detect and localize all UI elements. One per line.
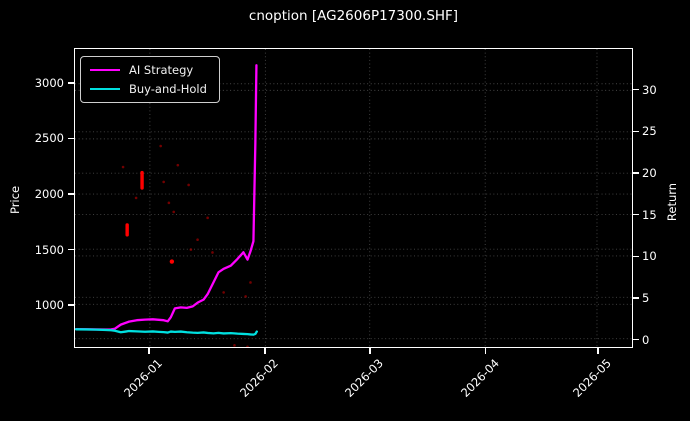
- y-tick-label-return: 5: [642, 291, 650, 305]
- y-tick-label-return: 10: [642, 249, 657, 264]
- y-tick-label-price: 1000: [34, 298, 64, 313]
- series-line-buy-and-hold: [75, 328, 258, 336]
- legend-line-sample-buy-and-hold: [90, 87, 120, 91]
- trade-marker-dot: [162, 180, 165, 184]
- y-tick-label-price: 3000: [34, 75, 64, 90]
- y-tick-right: [633, 213, 639, 216]
- y-tick-right: [633, 338, 639, 341]
- y-axis-label-return: Return: [665, 182, 679, 222]
- trade-marker-dot: [249, 281, 252, 284]
- trade-marker-dot: [169, 259, 175, 264]
- trade-marker-dot: [176, 163, 180, 167]
- y-tick-label-return: 30: [642, 82, 657, 97]
- trade-marker-dot: [206, 216, 209, 220]
- trade-marker-dot: [244, 295, 247, 298]
- y-tick-label-return: 20: [642, 166, 657, 180]
- x-tick-label: 2026-02: [237, 356, 281, 400]
- trade-marker-dot: [172, 210, 176, 214]
- trade-marker-dot: [246, 345, 249, 347]
- x-tick-label: 2026-05: [569, 356, 614, 400]
- y-tick-right: [633, 297, 639, 299]
- y-tick-left: [68, 248, 74, 251]
- x-tick: [597, 348, 599, 354]
- trade-marker-dot: [121, 165, 125, 169]
- x-tick: [148, 348, 150, 354]
- trade-marker-dot: [189, 248, 193, 251]
- y-tick-label-price: 1500: [34, 242, 64, 257]
- x-tick: [369, 348, 371, 354]
- y-tick-right: [633, 172, 639, 174]
- trade-marker-dot: [159, 144, 162, 148]
- trade-marker-dot: [187, 183, 190, 187]
- y-tick-label-return: 25: [642, 124, 657, 139]
- plot-canvas: [75, 49, 632, 347]
- legend-item-ai-strategy: AI Strategy: [90, 63, 207, 77]
- x-tick: [264, 348, 266, 354]
- y-tick-left: [68, 193, 74, 195]
- y-tick-label-price: 2500: [34, 131, 64, 146]
- y-tick-right: [633, 88, 639, 91]
- trade-marker-dot: [134, 196, 138, 200]
- series-line-ai-strategy: [75, 64, 258, 331]
- chart-title: cnoption [AG2606P17300.SHF]: [248, 8, 459, 24]
- y-tick-label-return: 15: [642, 207, 657, 222]
- trade-marker-dot: [167, 201, 171, 205]
- x-tick: [484, 348, 487, 354]
- x-tick-label: 2026-04: [457, 356, 502, 400]
- y-tick-left: [68, 304, 74, 306]
- y-tick-label-return: 0: [642, 332, 650, 347]
- trade-marker-dot: [211, 251, 214, 254]
- trade-marker-dot: [233, 344, 236, 347]
- x-tick-label: 2026-03: [341, 356, 386, 400]
- y-tick-left: [68, 137, 74, 140]
- legend: AI Strategy Buy-and-Hold: [80, 56, 220, 103]
- legend-item-buy-and-hold: Buy-and-Hold: [90, 82, 207, 96]
- y-tick-label-price: 2000: [34, 187, 64, 201]
- y-tick-right: [633, 130, 639, 133]
- trade-marker-dot: [222, 291, 225, 294]
- legend-label-buy-and-hold: Buy-and-Hold: [129, 82, 207, 96]
- y-tick-left: [68, 82, 74, 84]
- legend-line-sample-ai-strategy: [90, 68, 120, 72]
- legend-label-ai-strategy: AI Strategy: [129, 63, 194, 77]
- y-tick-right: [633, 255, 639, 258]
- trade-marker-dot: [196, 238, 199, 241]
- x-tick-label: 2026-01: [121, 356, 166, 400]
